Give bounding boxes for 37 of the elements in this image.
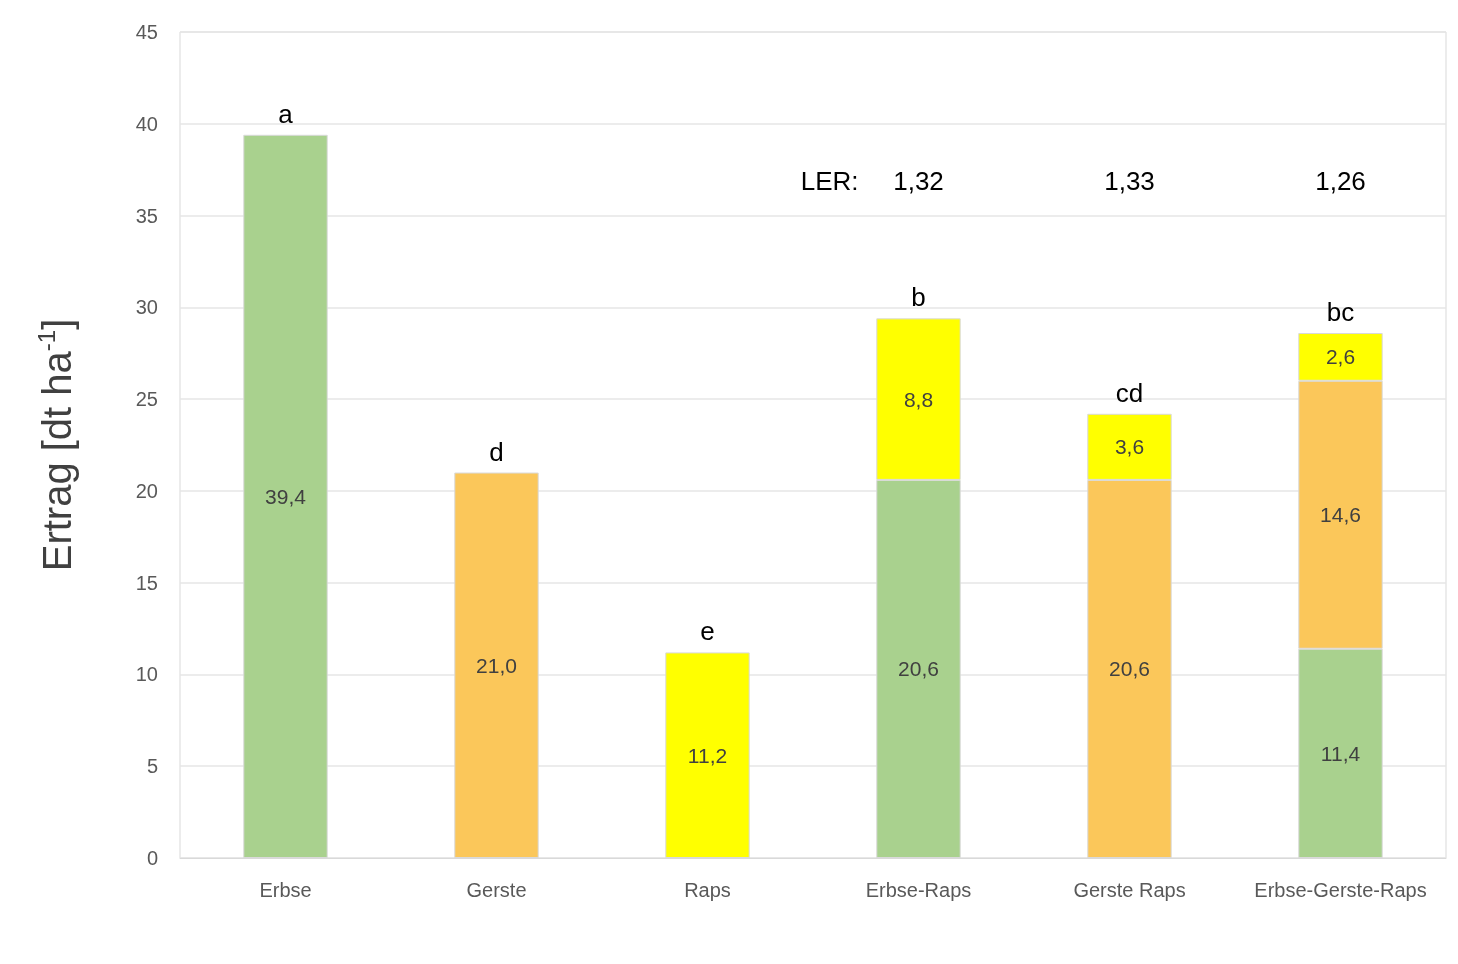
data-label: 21,0 <box>476 653 517 677</box>
y-tick-label: 30 <box>135 296 158 319</box>
y-tick-label: 35 <box>135 204 158 227</box>
data-label: 14,6 <box>1320 503 1361 527</box>
annotation: 1,26 <box>1315 165 1366 196</box>
data-label: 20,6 <box>898 657 939 681</box>
data-label: 2,6 <box>1325 345 1356 369</box>
y-tick-label: 40 <box>135 112 158 135</box>
annotation: a <box>278 98 294 129</box>
data-label: 8,8 <box>903 387 934 411</box>
x-tick-label: Erbse <box>259 879 312 901</box>
data-label: 11,2 <box>687 743 728 767</box>
annotation: e <box>700 616 715 647</box>
data-label: 3,6 <box>1114 435 1145 459</box>
y-tick-label: 5 <box>146 755 158 778</box>
y-tick-label: 25 <box>135 388 158 411</box>
y-tick-label: 0 <box>146 847 158 869</box>
annotation: 1,33 <box>1104 165 1155 196</box>
annotation: cd <box>1115 377 1144 408</box>
x-tick-label: Gerste <box>466 879 527 901</box>
annotation: bc <box>1326 297 1355 328</box>
y-tick-label: 10 <box>135 663 158 686</box>
data-label: 39,4 <box>265 484 307 508</box>
annotation: 1,32 <box>893 165 944 196</box>
annotation: b <box>911 282 926 313</box>
annotation: d <box>489 436 504 467</box>
x-tick-label: Erbse-Gerste-Raps <box>1254 879 1427 901</box>
y-tick-label: 45 <box>135 21 158 43</box>
data-label: 20,6 <box>1109 657 1150 681</box>
annotation: LER: <box>800 165 859 196</box>
data-label: 11,4 <box>1320 741 1361 765</box>
y-tick-label: 15 <box>135 571 158 594</box>
x-tick-label: Gerste Raps <box>1073 879 1186 901</box>
x-tick-label: Raps <box>684 879 731 901</box>
y-axis-title: Ertrag [dt ha-1] <box>32 318 79 572</box>
y-tick-label: 20 <box>135 479 158 502</box>
x-tick-label: Erbse-Raps <box>865 879 972 901</box>
